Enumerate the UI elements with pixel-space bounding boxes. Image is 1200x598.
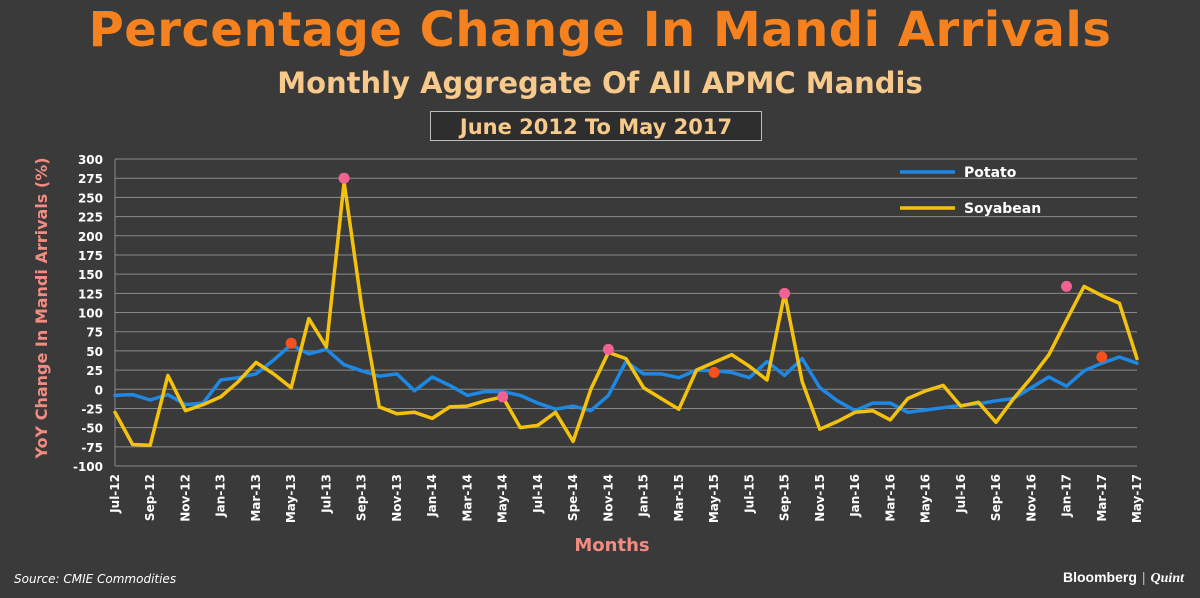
- x-tick-label: Sep-12: [143, 474, 157, 521]
- y-tick-label: 150: [78, 268, 103, 282]
- x-tick-label: Jul-16: [954, 474, 968, 514]
- brand-quint: Quint: [1150, 571, 1184, 586]
- date-range-box: June 2012 To May 2017: [430, 111, 762, 141]
- series-lines: [113, 180, 1139, 448]
- y-tick-label: 0: [95, 383, 103, 397]
- x-tick-label: Sep-16: [989, 474, 1003, 521]
- x-tick-label: Spe-14: [566, 474, 580, 521]
- brand-logo: Bloomberg | Quint: [1063, 569, 1184, 587]
- y-tick-label: 250: [78, 191, 103, 205]
- legend: Potato Soyabean: [900, 165, 1041, 217]
- x-tick-label: Jul-14: [531, 474, 545, 514]
- x-tick-label: Jan-17: [1060, 474, 1074, 518]
- y-tick-label: 300: [78, 153, 103, 167]
- y-tick-label: 200: [78, 230, 103, 244]
- y-tick-label: -25: [81, 402, 103, 416]
- x-tick-label: Nov-14: [601, 474, 615, 522]
- y-tick-label: 225: [78, 211, 103, 225]
- highlight-marker: [338, 172, 350, 184]
- y-tick-label: 275: [78, 172, 103, 186]
- highlight-marker: [497, 391, 509, 403]
- chart-title: Percentage Change In Mandi Arrivals: [88, 2, 1112, 58]
- y-tick-label: 25: [86, 364, 103, 378]
- x-axis-label: Months: [574, 535, 649, 556]
- x-tick-label: May-15: [707, 474, 721, 523]
- x-tick-label: Jan-13: [214, 474, 228, 518]
- legend-label: Potato: [964, 165, 1017, 181]
- x-tick-label: Nov-13: [390, 474, 404, 522]
- highlight-markers: [285, 172, 1108, 403]
- x-tick-label: May-16: [919, 474, 933, 523]
- y-tick-label: -75: [81, 441, 103, 455]
- source-note: Source: CMIE Commodities: [14, 572, 177, 586]
- legend-label: Soyabean: [964, 201, 1041, 217]
- x-tick-label: May-17: [1130, 474, 1144, 523]
- y-tick-label: 75: [86, 326, 103, 340]
- y-tick-labels: -100 -75 -50 -25 0 25 50 75 100 125 150 175 200 225 25…: [73, 153, 103, 474]
- y-tick-label: 100: [78, 307, 103, 321]
- brand-bloomberg: Bloomberg: [1063, 569, 1137, 585]
- x-tick-label: Nov-12: [178, 474, 192, 522]
- x-tick-label: Sep-13: [355, 474, 369, 521]
- y-tick-label: 50: [86, 345, 103, 359]
- x-tick-label: Mar-17: [1095, 474, 1109, 522]
- x-tick-label: May-13: [284, 474, 298, 523]
- x-tick-label: Jan-16: [848, 474, 862, 518]
- highlight-marker: [285, 337, 297, 349]
- highlight-marker: [1061, 280, 1073, 292]
- highlight-marker: [1096, 351, 1108, 363]
- highlight-marker: [779, 287, 791, 299]
- x-tick-label: Mar-15: [672, 474, 686, 522]
- chart-subtitle: Monthly Aggregate Of All APMC Mandis: [277, 66, 923, 100]
- x-tick-label: Nov-16: [1024, 474, 1038, 522]
- highlight-marker: [602, 343, 614, 355]
- x-tick-label: Jul-12: [108, 474, 122, 514]
- x-tick-label: Jan-15: [637, 474, 651, 518]
- x-tick-labels: Jul-12 Sep-12 Nov-12 Jan-13 Mar-13 May-13 Jul-…: [108, 474, 1144, 523]
- series-line-potato: [113, 342, 1139, 415]
- x-tick-label: Mar-14: [460, 474, 474, 522]
- brand-separator: |: [1141, 569, 1146, 585]
- x-tick-label: Nov-15: [813, 474, 827, 522]
- y-tick-label: 175: [78, 249, 103, 263]
- x-tick-label: Jul-15: [742, 474, 756, 514]
- gridlines: [114, 158, 1137, 467]
- y-tick-label: -50: [81, 422, 103, 436]
- y-tick-label: 125: [78, 287, 103, 301]
- highlight-marker: [708, 366, 720, 378]
- x-tick-label: May-14: [496, 474, 510, 523]
- y-axis-label: YoY Change In Mandi Arrivals (%): [32, 157, 51, 459]
- x-tick-label: Mar-13: [249, 474, 263, 522]
- y-tick-label: -100: [73, 460, 103, 474]
- x-tick-label: Jul-13: [319, 474, 333, 514]
- x-tick-label: Mar-16: [883, 474, 897, 522]
- x-tick-label: Jan-14: [425, 474, 439, 518]
- x-tick-label: Sep-15: [778, 474, 792, 521]
- series-line-soyabean: [113, 180, 1139, 448]
